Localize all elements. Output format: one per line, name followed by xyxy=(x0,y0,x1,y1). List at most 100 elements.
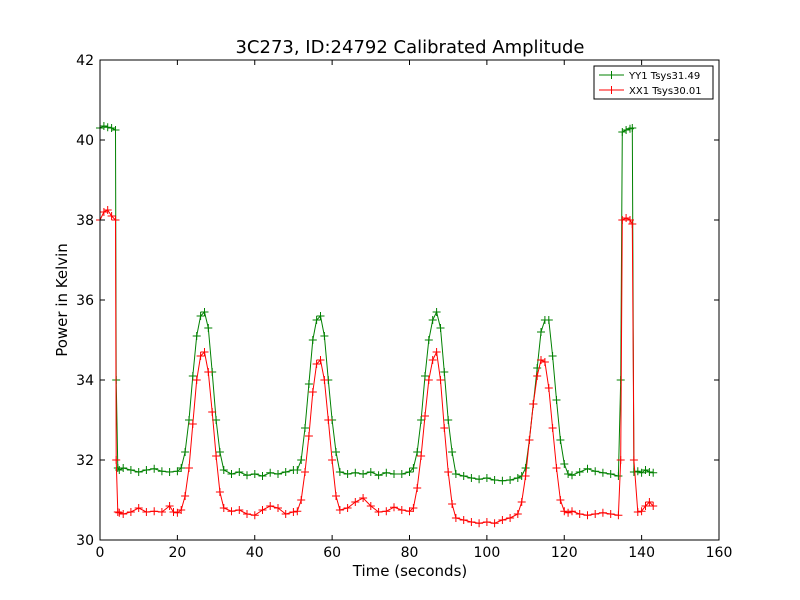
data-point xyxy=(335,468,344,476)
data-point xyxy=(281,468,290,476)
x-tick-label: 160 xyxy=(706,545,733,561)
data-point xyxy=(591,467,600,476)
y-tick-label: 36 xyxy=(76,293,94,309)
data-point xyxy=(142,466,151,474)
series-layer xyxy=(96,122,658,528)
data-point xyxy=(556,496,565,504)
x-tick-label: 40 xyxy=(246,545,264,561)
data-point xyxy=(548,424,557,432)
x-axis-label: Time (seconds) xyxy=(352,562,468,580)
data-point xyxy=(324,416,333,424)
data-point xyxy=(417,416,426,424)
data-point xyxy=(537,328,545,336)
y-tick-label: 40 xyxy=(76,133,94,149)
data-point xyxy=(235,468,244,476)
x-tick-label: 20 xyxy=(168,545,186,561)
data-point xyxy=(560,507,569,516)
data-point xyxy=(517,498,526,506)
data-point xyxy=(99,122,108,130)
data-point xyxy=(397,506,406,514)
data-point xyxy=(591,510,600,518)
data-point xyxy=(111,126,120,134)
x-tick-label: 60 xyxy=(323,545,341,561)
data-point xyxy=(112,456,121,464)
data-point xyxy=(181,448,190,456)
data-point xyxy=(107,124,116,132)
data-point xyxy=(424,336,433,344)
data-point xyxy=(616,376,625,384)
data-point xyxy=(173,467,182,476)
data-point xyxy=(622,214,631,222)
data-point xyxy=(304,432,313,440)
data-point xyxy=(560,460,569,468)
data-point xyxy=(598,508,607,517)
legend-item-0: YY1 Tsys31.49 xyxy=(599,71,700,82)
data-point xyxy=(444,468,453,476)
data-point xyxy=(243,510,251,518)
data-point xyxy=(351,498,360,506)
data-point xyxy=(390,503,398,512)
data-point xyxy=(150,507,159,516)
data-point xyxy=(537,356,545,364)
data-point xyxy=(134,504,143,512)
data-point xyxy=(243,471,251,480)
data-point xyxy=(436,376,445,384)
data-point xyxy=(649,502,658,510)
data-point xyxy=(320,332,329,340)
series-0 xyxy=(96,122,658,485)
data-point xyxy=(397,470,406,478)
data-point xyxy=(142,508,151,516)
series-line xyxy=(99,125,654,482)
data-point xyxy=(99,208,108,216)
y-tick-label: 34 xyxy=(76,373,94,389)
data-point xyxy=(544,384,553,392)
x-tick-label: 100 xyxy=(474,545,501,561)
data-point xyxy=(637,507,646,516)
data-point xyxy=(475,475,484,484)
data-point xyxy=(204,324,213,332)
data-point xyxy=(289,508,298,516)
data-point xyxy=(506,514,515,522)
data-point xyxy=(293,507,302,516)
x-tick-label: 0 xyxy=(96,545,105,561)
legend-label: XX1 Tsys30.01 xyxy=(629,86,702,97)
data-point xyxy=(409,464,418,472)
data-point xyxy=(212,452,221,460)
data-point xyxy=(598,468,607,477)
data-point xyxy=(614,511,623,520)
data-point xyxy=(409,504,418,512)
data-point xyxy=(113,508,122,516)
data-point xyxy=(150,464,159,473)
data-point xyxy=(521,472,530,480)
legend-label: YY1 Tsys31.49 xyxy=(628,71,700,82)
data-point xyxy=(320,376,329,384)
data-point xyxy=(618,128,627,136)
data-point xyxy=(521,464,530,472)
data-point xyxy=(215,448,224,456)
data-point xyxy=(169,508,178,516)
y-tick-label: 38 xyxy=(76,213,94,229)
data-point xyxy=(185,416,193,424)
chart-title: 3C273, ID:24792 Calibrated Amplitude xyxy=(235,37,584,58)
data-point xyxy=(227,507,236,516)
tick-layer: 0 20 40 60 80 100 120 140 160 30 32 34 36 38 40 42 xyxy=(76,53,732,561)
data-point xyxy=(575,510,584,518)
data-point xyxy=(359,494,368,502)
data-point xyxy=(250,470,259,478)
data-point xyxy=(177,464,186,472)
data-point xyxy=(482,518,491,526)
x-tick-label: 140 xyxy=(628,545,655,561)
data-point xyxy=(451,470,460,478)
data-point xyxy=(583,511,592,520)
data-point xyxy=(181,492,190,500)
data-point xyxy=(575,468,584,476)
data-point xyxy=(525,436,534,444)
data-point xyxy=(606,510,615,518)
data-point xyxy=(628,220,637,228)
data-point xyxy=(177,506,186,514)
data-point xyxy=(374,471,383,480)
data-point xyxy=(467,518,476,526)
data-point xyxy=(308,336,317,344)
data-point xyxy=(641,502,650,510)
